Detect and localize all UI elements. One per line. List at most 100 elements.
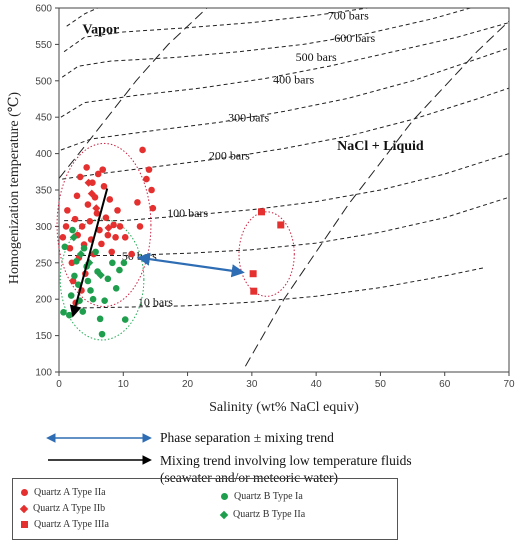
data-point xyxy=(101,297,108,304)
legend-item-quartz-a-iiia: Quartz A Type IIIa xyxy=(21,519,109,530)
data-point xyxy=(89,295,97,303)
isobar-label: 700 bars xyxy=(328,9,369,23)
mixing-trend-label-line1: Mixing trend involving low temperature f… xyxy=(160,453,412,468)
data-point xyxy=(143,175,150,183)
data-point xyxy=(71,272,78,280)
y-tick-label: 400 xyxy=(35,149,52,160)
plot-area xyxy=(59,8,509,367)
data-point xyxy=(258,208,265,216)
x-tick-label: 20 xyxy=(182,379,194,390)
x-tick-label: 50 xyxy=(375,379,387,390)
isobar-label: 300 bars xyxy=(228,111,269,125)
data-point xyxy=(102,214,110,221)
data-point xyxy=(64,207,71,214)
isobar-label: 10 bars xyxy=(138,295,173,309)
y-tick-label: 200 xyxy=(35,295,52,306)
data-point xyxy=(65,311,73,319)
phase-boundary-line xyxy=(59,8,208,179)
legend-item-quartz-a-iia: Quartz A Type IIa xyxy=(21,487,106,498)
data-point xyxy=(92,204,101,213)
data-point xyxy=(116,223,124,230)
y-tick-label: 350 xyxy=(35,186,52,197)
data-point xyxy=(98,330,106,338)
data-point xyxy=(69,226,76,234)
x-tick-label: 0 xyxy=(56,379,62,390)
data-point xyxy=(128,250,135,258)
legend-item-quartz-b-ia: Quartz B Type Ia xyxy=(221,491,303,502)
data-point xyxy=(69,277,77,285)
legend-label: Quartz A Type IIb xyxy=(33,503,106,514)
data-point xyxy=(250,287,258,295)
data-point xyxy=(66,244,74,252)
data-point xyxy=(149,204,157,212)
data-point xyxy=(92,248,99,256)
y-axis-label: Homogenization temperature (℃) xyxy=(7,92,22,284)
isobar-line xyxy=(61,8,471,78)
red-circle-icon xyxy=(21,489,28,497)
isobar-line xyxy=(68,196,509,256)
isobar-line xyxy=(63,8,368,53)
isobar-line xyxy=(62,87,509,180)
data-point xyxy=(121,234,129,241)
trend-legend-arrows xyxy=(46,433,152,465)
phase-separation-trend-arrow xyxy=(136,252,245,278)
data-point xyxy=(80,244,88,252)
data-point xyxy=(134,199,141,206)
data-point xyxy=(59,234,67,241)
region-label: NaCl + Liquid xyxy=(337,139,424,154)
data-point xyxy=(76,250,85,259)
isobar-label: 600 bars xyxy=(334,31,375,45)
data-point xyxy=(96,226,103,234)
data-point xyxy=(87,189,96,198)
data-point xyxy=(62,223,70,230)
data-point xyxy=(61,243,69,251)
data-point xyxy=(120,259,128,267)
data-point xyxy=(96,315,104,323)
salinity-temperature-chart: 0 10 20 30 40 50 60 70 100 150 200 250 300 350 400 450 5… xyxy=(7,4,515,416)
data-point xyxy=(99,166,107,173)
data-point xyxy=(104,275,112,283)
inclusion-field-outline xyxy=(56,142,152,307)
data-point xyxy=(110,221,117,229)
legend-label: Quartz B Type IIa xyxy=(233,509,306,520)
legend-label: Quartz B Type Ia xyxy=(234,491,303,502)
data-point xyxy=(108,248,116,256)
data-point xyxy=(136,223,144,230)
data-point xyxy=(83,164,90,171)
isobar-label: 200 bars xyxy=(209,148,250,162)
data-point xyxy=(60,309,67,316)
inclusion-field-outline xyxy=(59,218,145,341)
data-point xyxy=(84,178,93,187)
data-point xyxy=(93,209,101,217)
phase-separation-label: Phase separation ± mixing trend xyxy=(160,430,334,445)
legend-item-quartz-b-iia: Quartz B Type IIa xyxy=(219,509,306,520)
x-tick-label: 10 xyxy=(118,379,130,390)
data-point xyxy=(112,234,119,241)
legend-item-quartz-a-iib: Quartz A Type IIb xyxy=(19,503,106,514)
data-point xyxy=(104,231,112,239)
data-point xyxy=(78,223,86,230)
data-point xyxy=(87,287,94,294)
data-point xyxy=(98,240,105,248)
red-square-icon xyxy=(21,521,28,529)
data-point xyxy=(84,277,92,285)
data-point xyxy=(100,183,108,190)
green-circle-icon xyxy=(221,493,228,501)
isobar-label: 500 bars xyxy=(296,50,337,64)
isobar-label: 100 bars xyxy=(167,206,208,220)
data-point xyxy=(114,207,121,214)
isobar-label: 50 bars xyxy=(122,249,157,263)
data-point xyxy=(69,233,78,242)
y-tick-label: 450 xyxy=(35,113,52,124)
red-diamond-icon xyxy=(19,504,29,513)
data-point xyxy=(112,284,120,292)
y-tick-label: 600 xyxy=(35,4,52,15)
data-point xyxy=(94,170,102,178)
data-point xyxy=(145,166,153,173)
y-tick-label: 500 xyxy=(35,76,52,87)
data-point xyxy=(71,215,79,223)
isobar-line xyxy=(60,47,509,151)
x-tick-label: 40 xyxy=(311,379,323,390)
x-tick-label: 30 xyxy=(246,379,258,390)
data-point xyxy=(277,221,285,229)
